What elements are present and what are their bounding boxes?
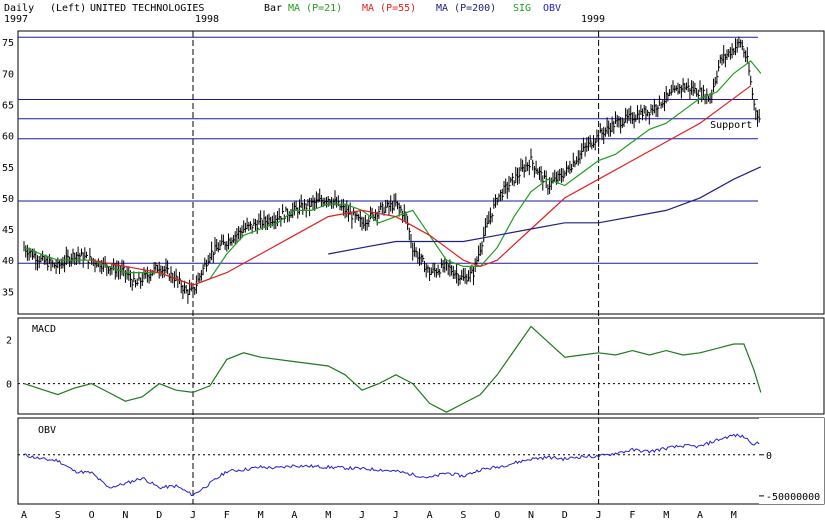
month-tick-label: M xyxy=(258,510,264,521)
month-tick-label: O xyxy=(494,510,500,521)
month-tick-label: A xyxy=(427,510,433,521)
macd-tick-label: 2 xyxy=(6,336,12,347)
macd-panel-frame xyxy=(17,317,825,415)
price-tick-label: 40 xyxy=(2,256,14,267)
ma55-line xyxy=(91,85,752,286)
price-tick-label: 50 xyxy=(2,194,14,205)
company-name: UNITED TECHNOLOGIES xyxy=(90,3,204,14)
month-tick-label: D xyxy=(156,510,162,521)
month-tick-label: D xyxy=(562,510,568,521)
legend-ma21: MA (P=21) xyxy=(288,3,342,14)
ma200-line xyxy=(328,166,762,255)
obv-tick-label: 0 xyxy=(766,451,772,462)
legend-obv: OBV xyxy=(543,3,561,14)
macd-tick-label: 0 xyxy=(6,380,12,391)
month-tick-label: F xyxy=(224,510,230,521)
month-tick-label: A xyxy=(291,510,297,521)
scale-label: (Left) xyxy=(50,3,86,14)
month-tick-label: J xyxy=(596,510,602,521)
month-tick-label: F xyxy=(629,510,635,521)
price-tick-label: 60 xyxy=(2,132,14,143)
price-tick-label: 55 xyxy=(2,163,14,174)
month-tick-label: N xyxy=(528,510,534,521)
price-tick-label: 65 xyxy=(2,101,14,112)
legend-ma200: MA (P=200) xyxy=(436,3,496,14)
bar-label: Bar xyxy=(264,3,282,14)
year-label-1997: 1997 xyxy=(4,14,28,25)
macd-line xyxy=(23,325,762,413)
month-tick-label: A xyxy=(697,510,703,521)
month-tick-label: M xyxy=(731,510,737,521)
price-tick-label: 35 xyxy=(2,287,14,298)
support-annotation: Support xyxy=(710,120,752,131)
obv-label-area xyxy=(759,418,824,504)
price-tick-label: 70 xyxy=(2,69,14,80)
month-tick-label: S xyxy=(55,510,61,521)
obv-panel-frame xyxy=(17,417,825,505)
obv-tick-label: -50000000 xyxy=(766,492,820,503)
month-tick-label: M xyxy=(325,510,331,521)
obv-line xyxy=(23,433,760,496)
price-tick-label: 75 xyxy=(2,38,14,49)
month-tick-label: M xyxy=(663,510,669,521)
ma21-line xyxy=(23,60,762,286)
month-tick-label: J xyxy=(393,510,399,521)
price-panel-frame xyxy=(17,30,825,315)
year-label-1999: 1999 xyxy=(581,14,605,25)
month-tick-label: J xyxy=(190,510,196,521)
macd-title: MACD xyxy=(32,324,56,335)
month-tick-label: N xyxy=(122,510,128,521)
month-tick-label: O xyxy=(89,510,95,521)
obv-title: OBV xyxy=(38,425,56,436)
legend-ma55: MA (P=55) xyxy=(362,3,416,14)
legend-sig: SIG xyxy=(513,3,531,14)
month-tick-label: J xyxy=(359,510,365,521)
month-tick-label: S xyxy=(460,510,466,521)
price-tick-label: 45 xyxy=(2,225,14,236)
period-label: Daily xyxy=(4,3,34,14)
month-tick-label: A xyxy=(21,510,27,521)
year-label-1998: 1998 xyxy=(195,14,219,25)
